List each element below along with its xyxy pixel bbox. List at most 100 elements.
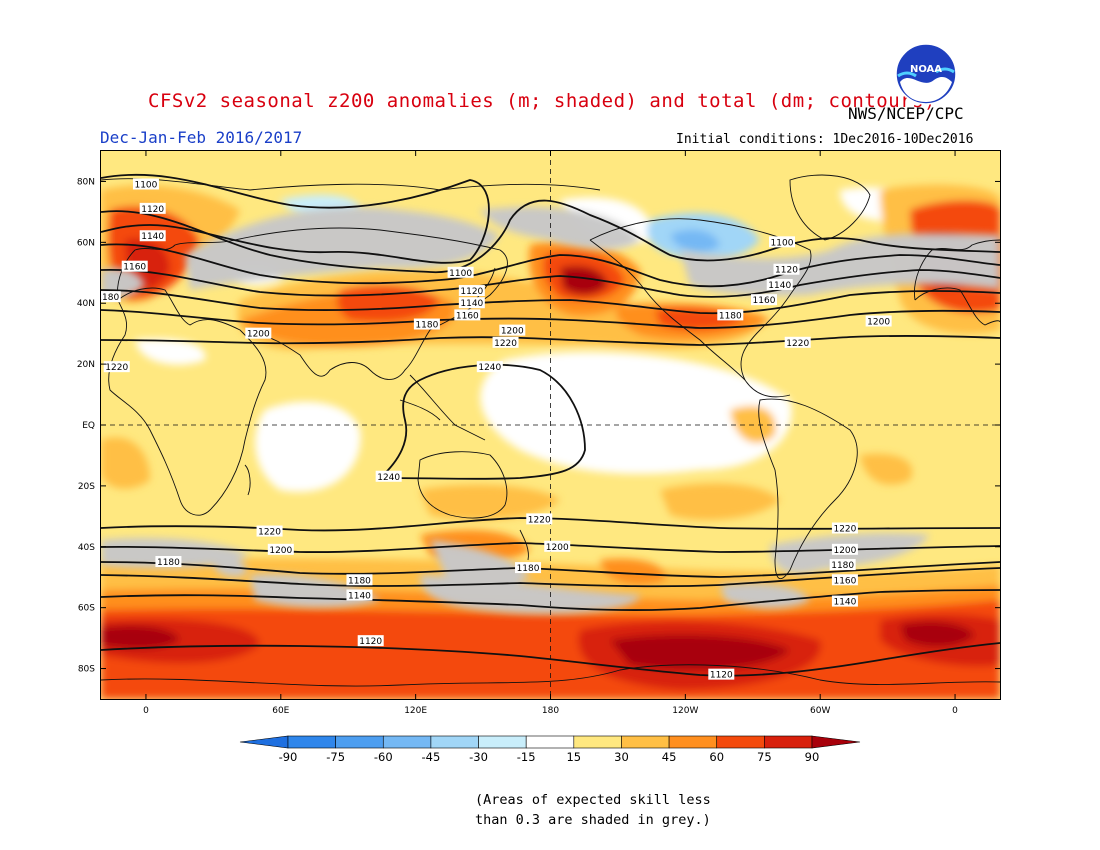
longitude-labels: 0 60E 120E 180 120W 60W 0	[143, 151, 958, 716]
contour-label-bg	[256, 525, 283, 537]
contour-label: 1240	[478, 363, 501, 373]
logo-text: NOAA	[910, 64, 942, 75]
map-frame	[100, 150, 1001, 700]
coastlines	[101, 174, 1000, 687]
contour-label: 1160	[753, 296, 776, 306]
reference-lines	[101, 151, 1000, 699]
lon-tick-label: 120E	[404, 706, 427, 716]
contour-label-bg	[768, 236, 795, 248]
contour-label-bg	[267, 543, 294, 555]
contour-label: 1200	[247, 330, 270, 340]
height-contours	[101, 173, 1000, 677]
contour-label: 1180	[157, 558, 180, 568]
colorbar-segment	[621, 735, 670, 749]
latitude-labels: 80N 60N 40N 20N EQ 20S 40S 60S 80S	[77, 177, 1000, 675]
colorbar-segment	[287, 735, 336, 749]
contour-label-bg	[103, 361, 130, 373]
contour-label-bg	[831, 574, 858, 586]
contour-label-bg	[829, 559, 856, 571]
contour-label: 1160	[833, 576, 856, 586]
contour-label: 1140	[833, 598, 856, 608]
contour-label-bg	[155, 556, 182, 567]
colorbar-segment	[382, 735, 432, 749]
lon-tick-label: 60E	[272, 706, 289, 716]
contour-label: 1220	[494, 339, 517, 349]
contour-label: 1140	[768, 281, 791, 291]
forecast-period: Dec-Jan-Feb 2016/2017	[100, 128, 303, 147]
contour-label-bg	[447, 266, 474, 278]
contour-label: 1200	[546, 543, 569, 553]
colorbar-label: -45	[422, 750, 441, 764]
contour-label: 1180	[96, 293, 119, 303]
contour-label: 1180	[348, 576, 371, 586]
contour-label: 1240	[377, 473, 400, 483]
contour-label: 1140	[141, 232, 164, 242]
colorbar-segment	[716, 735, 765, 749]
contour-label: 1100	[449, 269, 472, 279]
contour-label: 1220	[528, 515, 551, 525]
contour-label: 1120	[775, 266, 798, 276]
agency-label: NWS/NCEP/CPC	[848, 104, 964, 123]
contour-label: 1100	[771, 238, 794, 248]
colorbar-label: 75	[757, 750, 772, 764]
colorbar-segment	[811, 735, 861, 749]
contour-label: 1220	[258, 528, 281, 538]
skill-note-line-2: than 0.3 are shaded in grey.)	[475, 812, 711, 828]
lon-tick-label: 180	[542, 706, 559, 716]
contour-label: 1120	[710, 671, 733, 681]
colorbar-segment	[668, 735, 718, 749]
contour-label-bg	[121, 260, 148, 272]
lon-tick-label: 60W	[810, 706, 830, 716]
noaa-logo-icon: NOAA	[895, 43, 957, 105]
lon-tick-label: 0	[952, 706, 958, 716]
contour-label-bg	[101, 291, 121, 303]
contour-label-bg	[357, 635, 384, 647]
contour-label-bg	[708, 668, 735, 680]
colorbar-label: 45	[662, 750, 677, 764]
colorbar-segment	[430, 735, 479, 749]
contour-label: 1180	[415, 321, 438, 331]
colorbar-label: -30	[469, 750, 488, 764]
skill-note: (Areas of expected skill less than 0.3 a…	[475, 790, 775, 830]
lat-tick-label: 60N	[77, 238, 95, 248]
contour-labels: 1100 1120 1140 1160 1180 1200 1220 1100 1120 1140…	[96, 178, 892, 681]
colorbar-segment	[335, 735, 384, 749]
contour-label: 1200	[867, 317, 890, 327]
contour-label-bg	[139, 202, 166, 214]
lat-tick-label: 40N	[77, 299, 95, 309]
lat-tick-label: 60S	[78, 604, 95, 614]
contour-label-bg	[766, 278, 793, 290]
colorbar-label: -75	[326, 750, 345, 764]
contour-label-bg	[346, 589, 373, 601]
lon-tick-label: 0	[143, 706, 149, 716]
contour-label: 1100	[134, 180, 157, 190]
contour-label-bg	[132, 178, 159, 190]
contour-label: 1120	[359, 637, 382, 647]
lat-tick-label: 20N	[77, 360, 95, 370]
contour-label: 1140	[348, 591, 371, 601]
contour-label-bg	[515, 562, 542, 574]
contour-label: 1160	[456, 311, 479, 321]
initial-conditions: Initial conditions: 1Dec2016-10Dec2016	[676, 132, 974, 147]
contour-label-bg	[454, 309, 481, 321]
contour-label: 1180	[831, 561, 854, 571]
skill-note-line-1: (Areas of expected skill less	[475, 792, 711, 808]
contour-label-bg	[865, 315, 892, 327]
colorbar-label: 15	[566, 750, 581, 764]
contour-label: 1140	[460, 299, 483, 309]
colorbar-label: -15	[517, 750, 536, 764]
contour-label-bg	[476, 361, 503, 373]
lat-tick-label: EQ	[82, 421, 95, 431]
contour-label-bg	[375, 470, 402, 482]
contour-label-bg	[831, 522, 858, 534]
contour-label: 1160	[123, 263, 146, 273]
lat-tick-label: 20S	[78, 482, 95, 492]
contour-label-bg	[245, 327, 272, 339]
colorbar-segment	[239, 735, 289, 749]
contour-label-bg	[773, 263, 800, 275]
chart-title: CFSv2 seasonal z200 anomalies (m; shaded…	[148, 90, 936, 112]
contour-label-bg	[544, 540, 571, 552]
colorbar-label: 30	[614, 750, 629, 764]
colorbar-label: -90	[279, 750, 298, 764]
